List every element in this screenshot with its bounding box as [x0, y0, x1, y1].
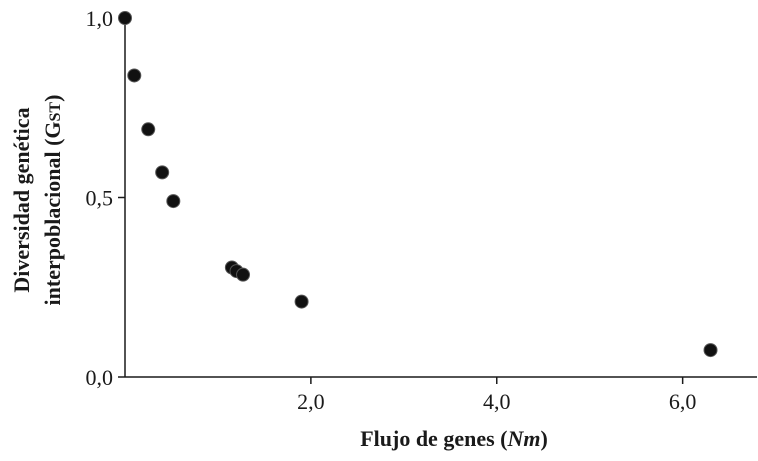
data-point: [141, 122, 156, 137]
y-tick-label: 0,5: [86, 186, 114, 211]
data-point: [166, 194, 181, 209]
y-tick-label: 1,0: [86, 6, 114, 31]
data-point: [236, 267, 251, 282]
x-tick-label: 4,0: [483, 389, 511, 414]
data-point: [127, 68, 142, 83]
y-axis-title-line-2: interpoblacional (GST): [40, 95, 65, 306]
data-point: [155, 165, 170, 180]
x-axis-title: Flujo de genes (Nm): [360, 426, 548, 451]
x-axis-ticks: 2,0 4,0 6,0: [297, 377, 696, 414]
x-tick-label: 6,0: [669, 389, 697, 414]
y-tick-label: 0,0: [86, 365, 114, 390]
x-tick-label: 2,0: [297, 389, 325, 414]
y-axis-title-line-1: Diversidad genética: [9, 107, 34, 292]
data-point: [118, 11, 132, 25]
data-point: [703, 343, 718, 358]
data-point: [294, 294, 309, 309]
data-points: [118, 11, 718, 358]
y-axis-ticks: 0,0 0,5 1,0: [86, 6, 125, 390]
plot-area: [124, 14, 757, 378]
